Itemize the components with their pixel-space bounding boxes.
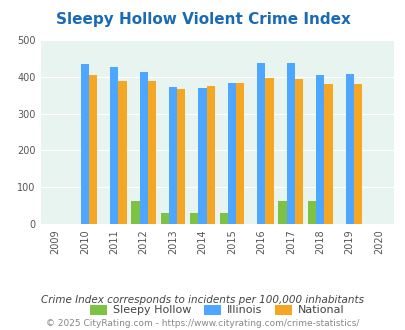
Bar xyxy=(198,88,206,224)
Text: © 2025 CityRating.com - https://www.cityrating.com/crime-statistics/: © 2025 CityRating.com - https://www.city… xyxy=(46,319,359,328)
Bar xyxy=(131,201,139,224)
Bar xyxy=(139,72,147,224)
Bar xyxy=(110,67,118,224)
Bar xyxy=(265,78,273,224)
Bar xyxy=(219,213,227,224)
Bar xyxy=(160,213,168,224)
Bar xyxy=(190,213,198,224)
Bar xyxy=(286,63,294,224)
Legend: Sleepy Hollow, Illinois, National: Sleepy Hollow, Illinois, National xyxy=(86,300,347,320)
Text: Sleepy Hollow Violent Crime Index: Sleepy Hollow Violent Crime Index xyxy=(55,12,350,26)
Bar xyxy=(278,201,286,224)
Bar xyxy=(168,86,177,224)
Bar xyxy=(177,89,185,224)
Bar xyxy=(235,83,244,224)
Bar xyxy=(227,83,235,224)
Bar xyxy=(307,201,315,224)
Bar xyxy=(206,86,214,224)
Bar xyxy=(294,79,303,224)
Bar xyxy=(345,74,353,224)
Bar xyxy=(118,82,126,224)
Bar xyxy=(81,64,89,224)
Text: Crime Index corresponds to incidents per 100,000 inhabitants: Crime Index corresponds to incidents per… xyxy=(41,295,364,305)
Bar xyxy=(315,75,324,224)
Bar xyxy=(147,82,156,224)
Bar xyxy=(324,84,332,224)
Bar xyxy=(353,84,361,224)
Bar xyxy=(89,75,97,224)
Bar xyxy=(257,63,265,224)
